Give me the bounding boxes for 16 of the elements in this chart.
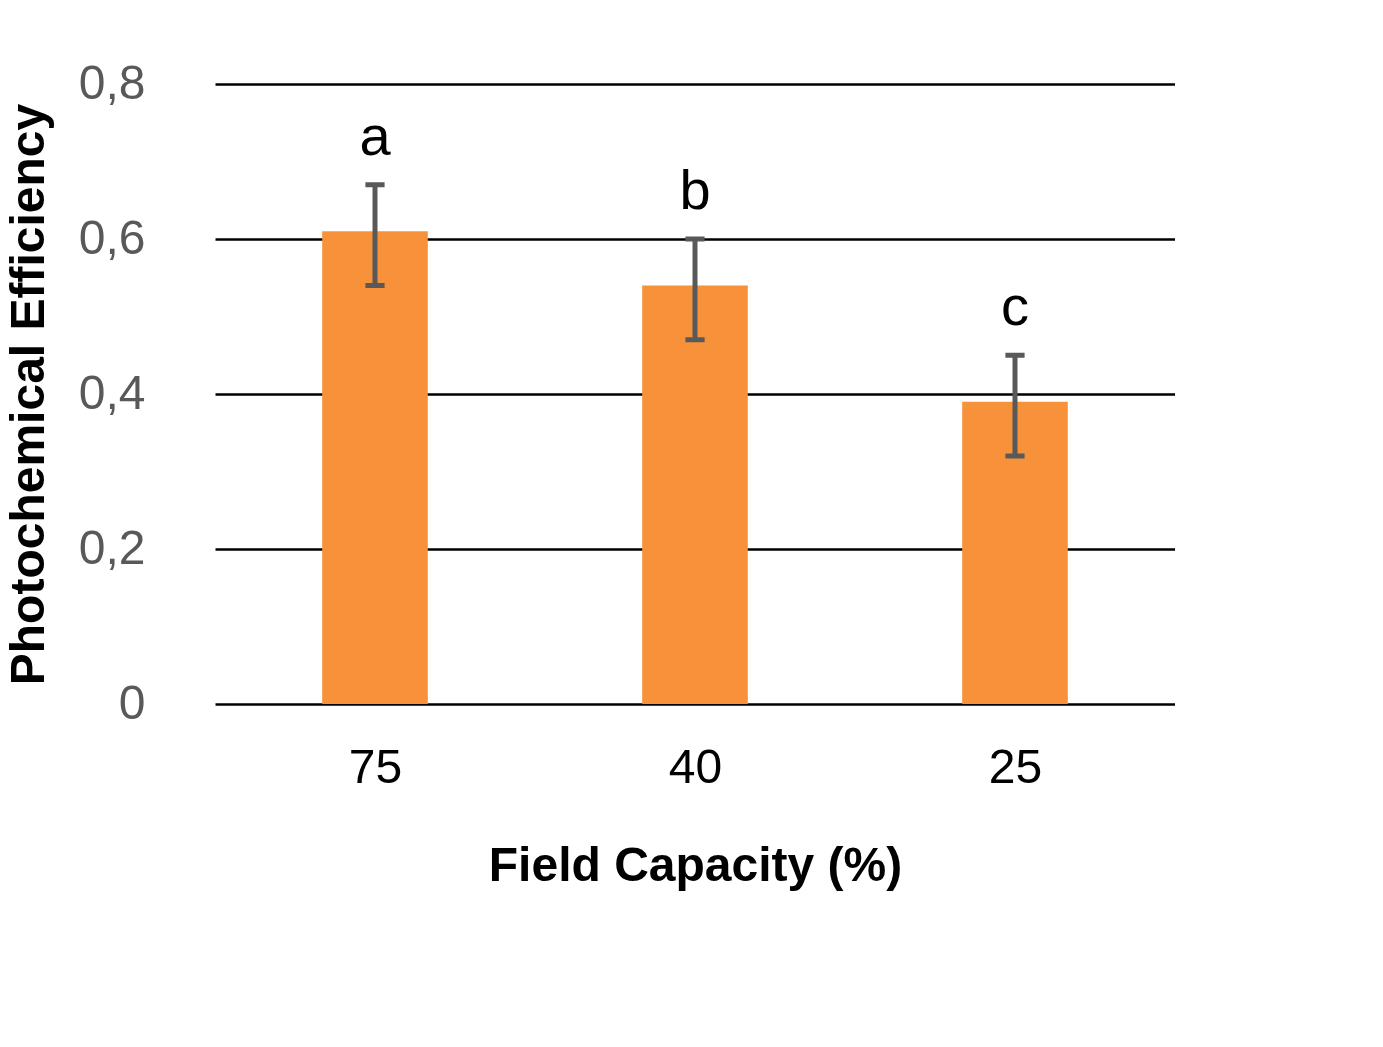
annotation: c [1001,274,1029,338]
y-tick-label: 0,8 [78,55,146,109]
x-tick-label: 75 [348,739,403,793]
x-tick-label: 40 [668,739,723,793]
y-tick-label: 0 [118,675,146,729]
y-tick-label: 0,4 [78,365,146,419]
x-tick-label: 25 [988,739,1043,793]
y-axis-title: Photochemical Efficiency [0,103,54,686]
annotation: a [359,103,392,167]
x-axis-title: Field Capacity (%) [488,837,903,891]
y-tick-label: 0,2 [78,520,146,574]
bar [322,231,428,704]
bar [962,401,1068,704]
bar [642,285,748,704]
y-tick-label: 0,6 [78,210,146,264]
annotation: b [679,158,711,221]
